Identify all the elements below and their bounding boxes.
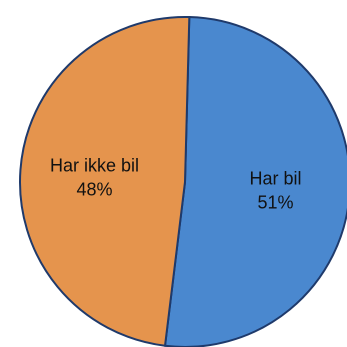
- slice-label: Har ikke bil: [50, 155, 139, 175]
- pie-slice-har-bil: [163, 16, 347, 347]
- pie-labels: Har bil 51% Har ikke bil 48%: [50, 155, 302, 212]
- slice-percent-label: 48%: [76, 179, 112, 199]
- slice-percent-label: 51%: [257, 193, 293, 213]
- slice-label: Har bil: [249, 169, 301, 189]
- pie-slice-har-ikke-bil: [19, 16, 191, 347]
- pie-slices: [19, 16, 347, 347]
